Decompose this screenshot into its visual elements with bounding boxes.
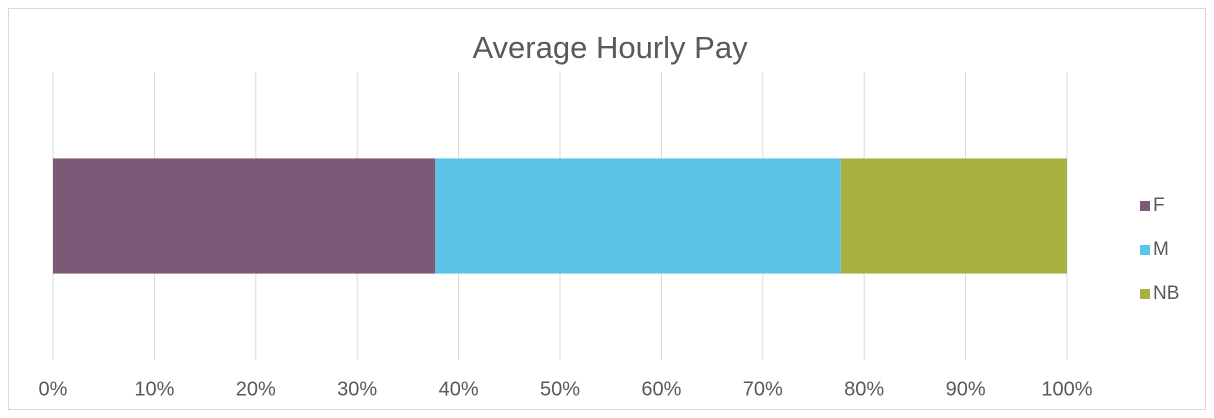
x-tick-label: 100% [1041, 378, 1092, 400]
x-tick-label: 60% [641, 378, 681, 400]
x-tick-label: 10% [134, 378, 174, 400]
legend-label: M [1153, 239, 1169, 260]
chart-title: Average Hourly Pay [472, 30, 748, 65]
bar-segment [53, 158, 436, 274]
x-tick-label: 90% [946, 378, 986, 400]
bar-segment [435, 158, 841, 274]
legend-label: F [1153, 195, 1165, 216]
x-tick-label: 50% [540, 378, 580, 400]
x-tick-label: 20% [236, 378, 276, 400]
legend-swatch [1140, 245, 1150, 255]
bar-segment [840, 158, 1067, 274]
x-tick-label: 40% [439, 378, 479, 400]
x-tick-label: 30% [337, 378, 377, 400]
x-tick-label: 0% [39, 378, 68, 400]
x-tick-label: 80% [844, 378, 884, 400]
legend-swatch [1140, 201, 1150, 211]
legend-swatch [1140, 289, 1150, 299]
legend-label: NB [1153, 283, 1179, 304]
x-tick-label: 70% [743, 378, 783, 400]
